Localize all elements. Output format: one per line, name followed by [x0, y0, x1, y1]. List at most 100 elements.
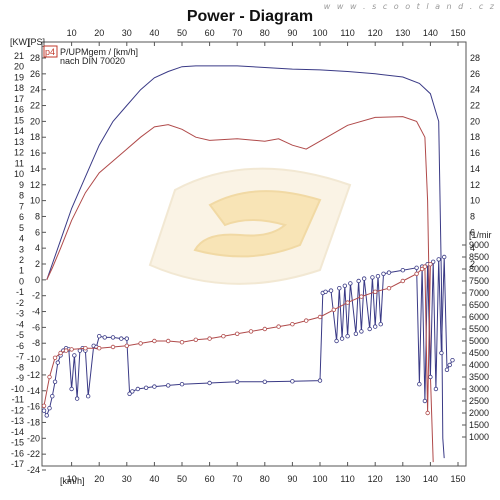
data-point-rpm_red	[152, 338, 157, 344]
kw-tick-label: 10	[14, 169, 24, 179]
kw-tick-label: 1	[19, 266, 24, 276]
x-tick-label-top: 20	[94, 28, 104, 38]
data-point-rpm_red	[419, 266, 425, 272]
kw-tick-label: -10	[11, 384, 24, 394]
right-ps-tick-label: 24	[470, 85, 480, 95]
kw-tick-label: -2	[16, 298, 24, 308]
kw-tick-label: -6	[16, 341, 24, 351]
data-point-rpm_red	[359, 294, 364, 299]
data-point-rpm_red	[317, 314, 323, 320]
x-tick-label-top: 110	[340, 28, 354, 38]
data-point-rpm_blue	[430, 259, 436, 264]
rpm-tick-label: 1000	[469, 432, 489, 442]
x-tick-label-bottom: 30	[122, 474, 132, 484]
rpm-tick-label: 9000	[469, 240, 489, 250]
x-tick-label-top: 150	[450, 28, 465, 38]
ps-tick-label: 14	[30, 164, 40, 174]
x-tick-label-bottom: 120	[368, 474, 383, 484]
kw-tick-label: 2	[19, 255, 24, 265]
rpm-tick-label: 2000	[469, 408, 489, 418]
data-point-rpm_blue	[72, 353, 77, 358]
ps-tick-label: 12	[30, 180, 40, 190]
ps-tick-label: -12	[27, 370, 40, 380]
kw-tick-label: 21	[14, 51, 24, 61]
data-point-rpm_blue	[119, 336, 124, 341]
data-point-rpm_blue	[328, 288, 334, 293]
right-ps-tick-label: 6	[470, 227, 475, 237]
data-point-rpm_blue	[52, 379, 58, 384]
data-point-rpm_red	[207, 336, 212, 341]
kw-tick-label: 9	[19, 180, 24, 190]
ps-tick-label: -6	[32, 322, 40, 332]
x-tick-label-bottom: 40	[149, 474, 159, 484]
data-point-rpm_blue	[124, 336, 129, 341]
kw-tick-label: 6	[19, 212, 24, 222]
rpm-tick-label: 3000	[469, 384, 489, 394]
rpm-axis-unit: [1/mir	[469, 230, 492, 240]
x-tick-label-bottom: 60	[205, 474, 215, 484]
right-ps-tick-label: 2	[470, 259, 475, 269]
kw-tick-label: -12	[11, 405, 24, 415]
x-tick-label-top: 130	[395, 28, 410, 38]
right-ps-tick-label: 20	[470, 116, 480, 126]
x-tick-label-bottom: 10	[67, 474, 77, 484]
data-point-rpm_red	[276, 324, 281, 329]
data-point-rpm_blue	[386, 270, 392, 275]
data-point-rpm_blue	[381, 271, 386, 276]
data-point-rpm_blue	[339, 336, 345, 341]
kw-tick-label: 5	[19, 223, 24, 233]
data-point-rpm_blue	[50, 394, 55, 399]
data-point-rpm_blue	[96, 334, 102, 339]
data-point-rpm_blue	[400, 268, 405, 273]
ps-tick-label: 4	[35, 243, 40, 253]
legend-marker-box	[43, 45, 58, 58]
x-tick-label-top: 80	[260, 28, 270, 38]
watermark-url: w w w . s c o o t l a n d . c z	[323, 2, 496, 11]
data-point-rpm_red	[428, 262, 433, 267]
data-point-rpm_blue	[85, 394, 91, 399]
rpm-tick-label: 8000	[469, 264, 489, 274]
data-point-rpm_red	[165, 338, 171, 344]
data-point-rpm_blue	[444, 367, 450, 372]
data-point-rpm_red	[400, 278, 405, 284]
rpm-tick-label: 6000	[469, 312, 489, 322]
ps-tick-label: -18	[27, 417, 40, 427]
kw-tick-label: 11	[15, 158, 24, 168]
kw-tick-label: 8	[19, 191, 24, 201]
ps-tick-label: -24	[27, 465, 40, 475]
data-point-rpm_blue	[353, 331, 359, 336]
data-point-rpm_blue	[361, 276, 367, 281]
kw-tick-label: -11	[12, 395, 24, 405]
right-ps-tick-label: 16	[470, 148, 480, 158]
ps-tick-label: 22	[30, 101, 40, 111]
kw-tick-label: -4	[16, 319, 24, 329]
data-point-rpm_blue	[342, 283, 348, 288]
data-point-rpm_red	[193, 337, 198, 342]
x-tick-label-bottom: 90	[287, 474, 297, 484]
kw-tick-label: 19	[14, 72, 24, 82]
data-point-rpm_red	[179, 340, 185, 345]
data-point-rpm_blue	[152, 384, 157, 389]
data-point-rpm_red	[262, 326, 267, 332]
data-point-rpm_blue	[428, 374, 433, 380]
data-point-rpm_blue	[345, 334, 350, 339]
legend-line-1: P/UPMgem / [km/h]	[60, 47, 138, 57]
data-point-rpm_blue	[127, 391, 132, 396]
axis-ticks: 1010202030304040505060607070808090901001…	[11, 28, 489, 484]
x-tick-label-bottom: 150	[450, 474, 465, 484]
data-point-rpm_blue	[348, 281, 353, 286]
data-point-rpm_red	[304, 318, 309, 323]
chart-title: Power - Diagram	[186, 8, 314, 25]
kw-tick-label: -15	[11, 438, 24, 448]
right-ps-tick-label: 18	[470, 132, 480, 142]
ps-tick-label: 8	[35, 211, 40, 221]
legend-line-2: nach DIN 70020	[60, 56, 125, 66]
kw-tick-label: -9	[16, 373, 24, 383]
data-point-rpm_blue	[356, 278, 361, 284]
kw-tick-label: 14	[14, 126, 24, 136]
right-ps-tick-label: 28	[470, 53, 480, 63]
x-tick-label-bottom: 20	[94, 474, 104, 484]
data-point-rpm_red	[52, 355, 58, 360]
series-layer	[41, 65, 455, 463]
